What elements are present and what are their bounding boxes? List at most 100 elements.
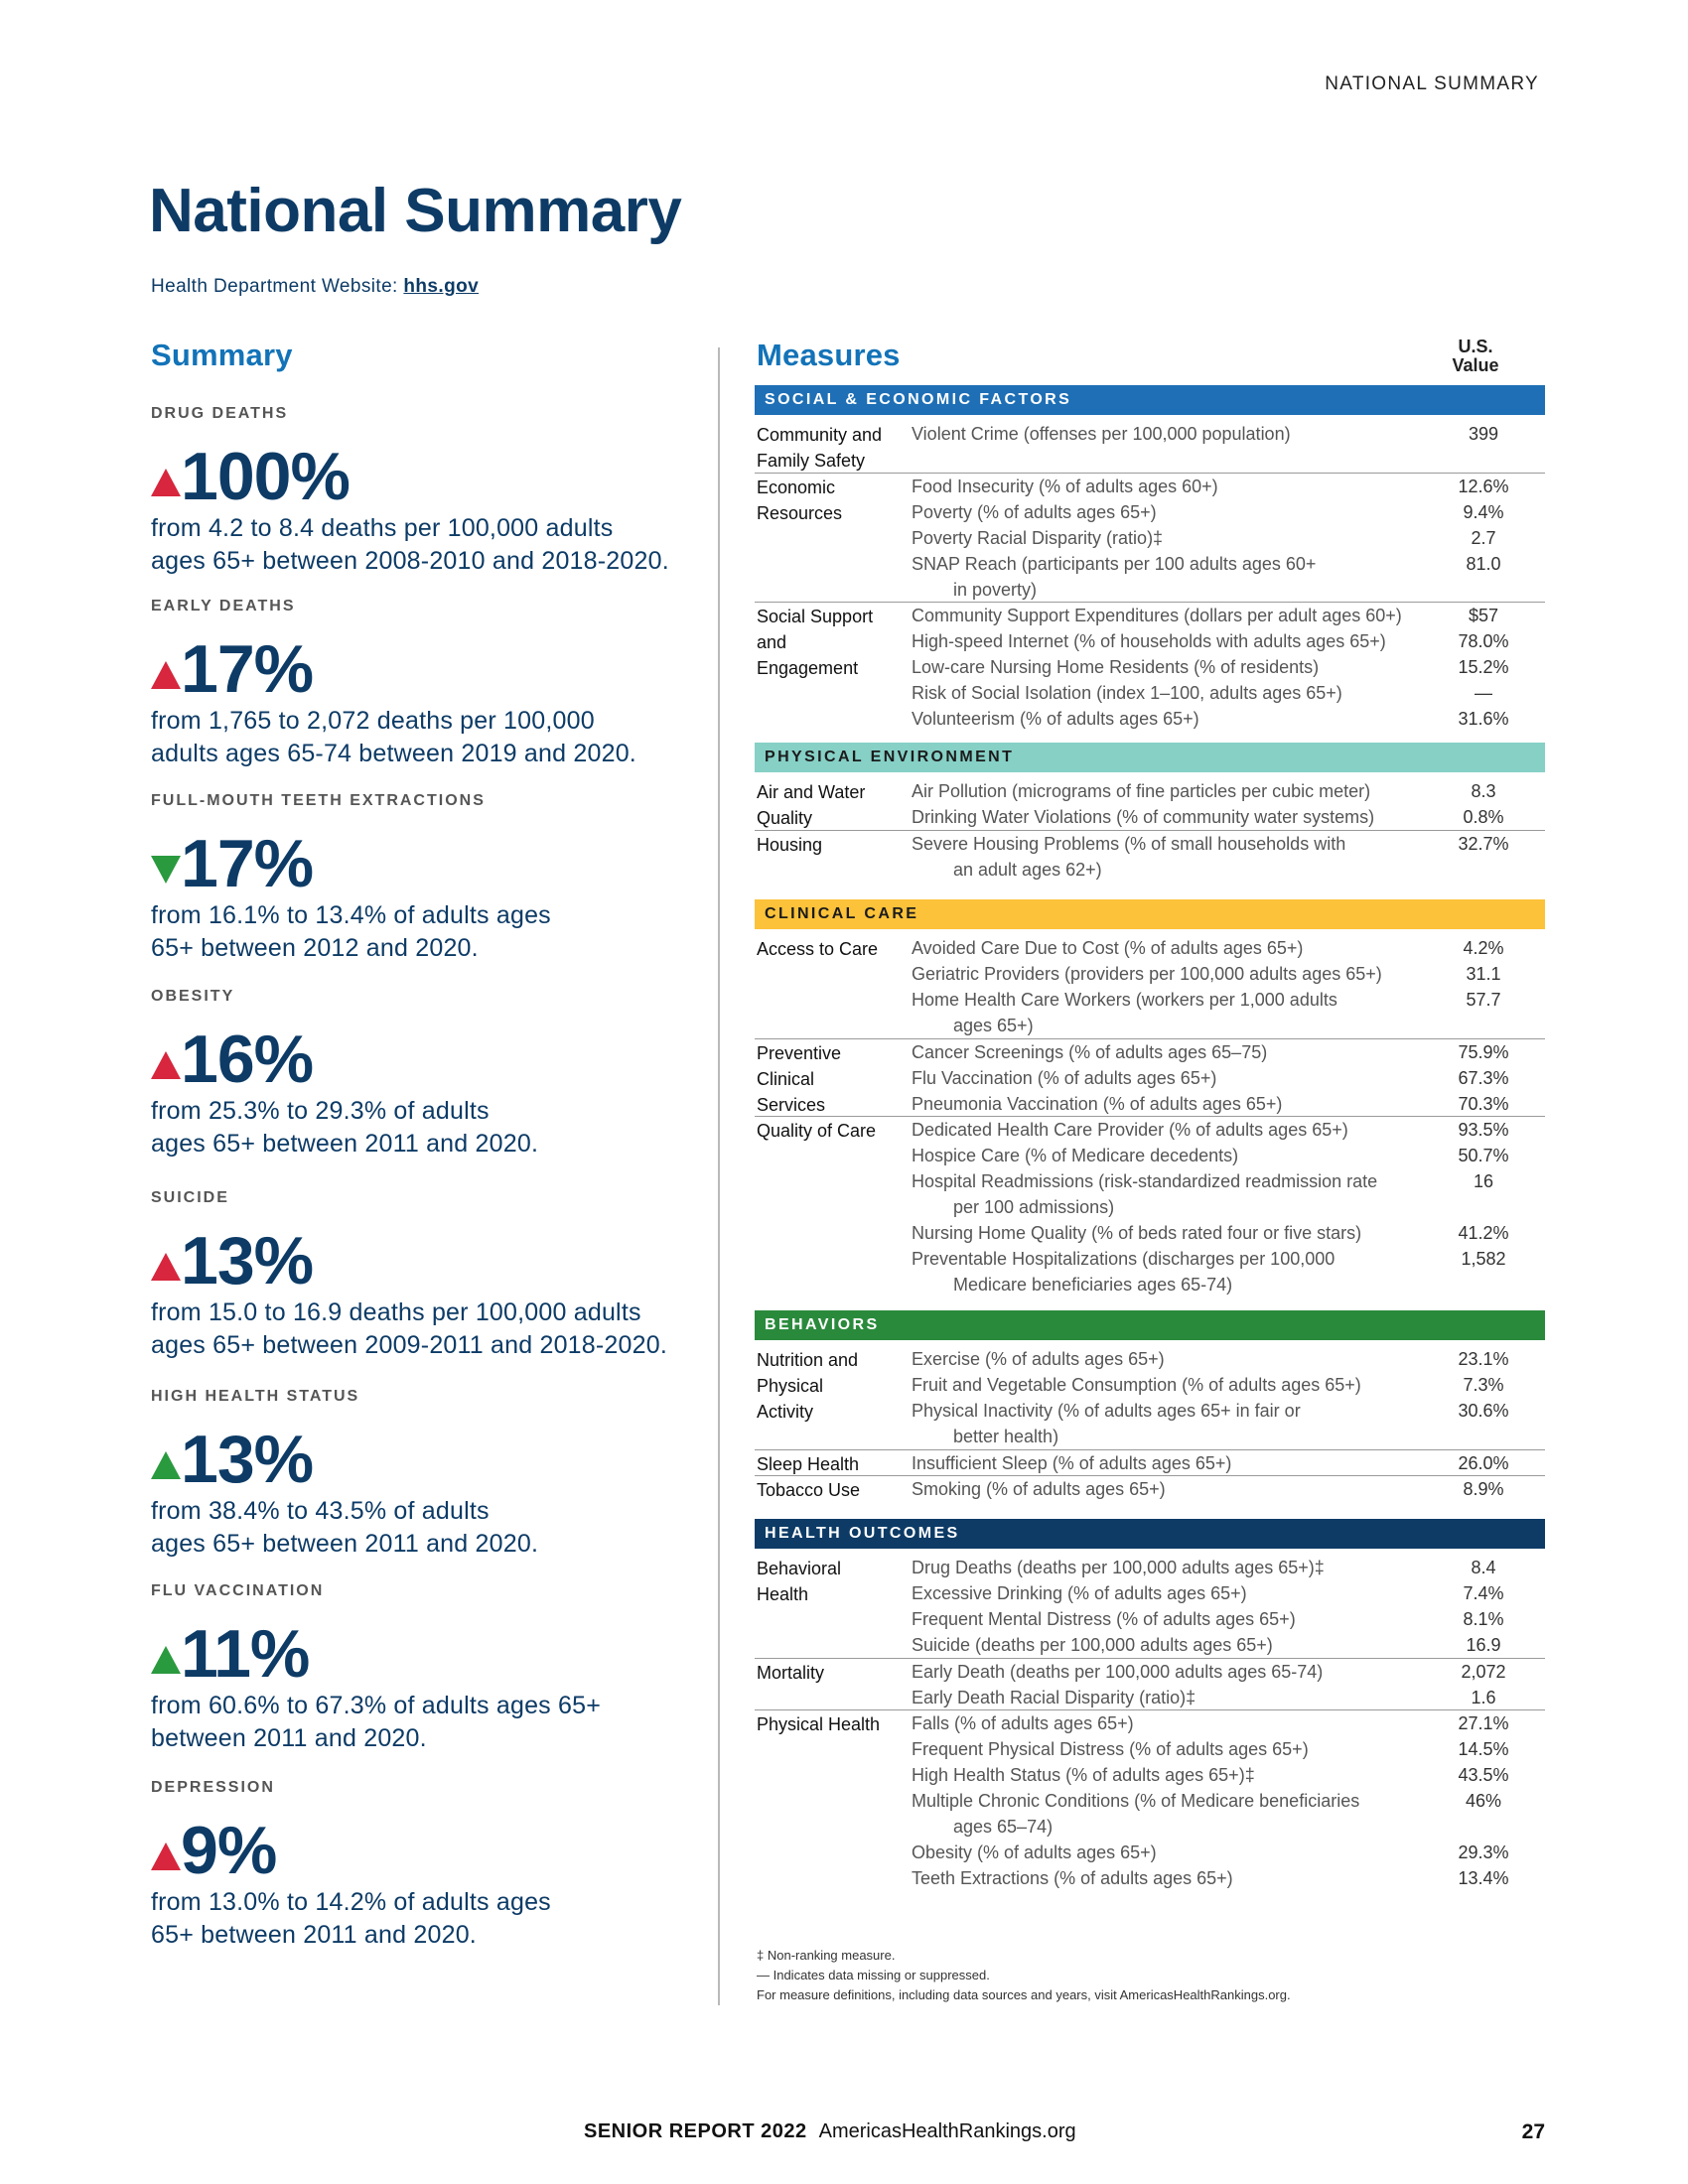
measure-name-line: Cancer Screenings (% of adults ages 65–7… (912, 1042, 1268, 1062)
measure-row: Drug Deaths (deaths per 100,000 adults a… (912, 1555, 1545, 1580)
measure-name: High Health Status (% of adults ages 65+… (912, 1762, 1428, 1788)
measure-name-line: Suicide (deaths per 100,000 adults ages … (912, 1635, 1273, 1655)
measure-name: Poverty Racial Disparity (ratio)‡ (912, 525, 1428, 551)
measure-name-line: Hospice Care (% of Medicare decedents) (912, 1146, 1239, 1165)
measure-row: Pneumonia Vaccination (% of adults ages … (912, 1091, 1545, 1117)
measure-name-line: Early Death Racial Disparity (ratio)‡ (912, 1688, 1196, 1707)
measure-name-line: Excessive Drinking (% of adults ages 65+… (912, 1583, 1247, 1603)
measure-name-line: Fruit and Vegetable Consumption (% of ad… (912, 1375, 1361, 1395)
triangle-down-icon (151, 856, 181, 884)
measure-value: 16.9 (1466, 1635, 1501, 1655)
running-head: NATIONAL SUMMARY (1325, 73, 1539, 94)
measure-value: 0.8% (1463, 807, 1504, 827)
column-divider (718, 347, 720, 2005)
measure-value: 9.4% (1463, 502, 1504, 522)
summary-item-label: DRUG DEATHS (151, 405, 289, 422)
measure-value: 41.2% (1458, 1223, 1509, 1243)
measure-row: Multiple Chronic Conditions (% of Medica… (912, 1788, 1545, 1840)
summary-item: FULL-MOUTH TEETH EXTRACTIONS 17% from 16.1… (151, 792, 707, 965)
measure-group: Tobacco Use Smoking (% of adults ages 65+… (755, 1475, 1545, 1502)
us-value-header-line: U.S. (1458, 337, 1493, 356)
website-line: Health Department Website: hhs.gov (151, 276, 479, 298)
summary-column: Summary DRUG DEATHS 100% from 4.2 to 8.4 d… (151, 338, 707, 1949)
measure-value: 26.0% (1458, 1453, 1509, 1473)
measure-group-name: Mortality (757, 1660, 911, 1686)
measure-group-name-line: Quality of Care (757, 1121, 877, 1141)
summary-description: from 25.3% to 29.3% of adults ages 65+ be… (151, 1095, 707, 1160)
summary-description: from 1,765 to 2,072 deaths per 100,000 ad… (151, 705, 707, 770)
summary-item: FLU VACCINATION 11% from 60.6% to 67.3% of… (151, 1582, 707, 1755)
measure-name: Avoided Care Due to Cost (% of adults ag… (912, 935, 1428, 961)
measure-name-line: Risk of Social Isolation (index 1–100, a… (912, 683, 1342, 703)
measure-value: 43.5% (1458, 1765, 1509, 1785)
measure-name-line: Drug Deaths (deaths per 100,000 adults a… (912, 1558, 1325, 1577)
measure-group: Behavioral Health Drug Deaths (deaths per … (755, 1555, 1545, 1658)
measure-value: 1,582 (1461, 1249, 1506, 1269)
measure-group-name: Air and Water Quality (757, 779, 911, 831)
category-header: SOCIAL & ECONOMIC FACTORS (755, 385, 1545, 415)
measure-name: Excessive Drinking (% of adults ages 65+… (912, 1580, 1428, 1606)
measure-group: Air and Water Quality Air Pollution (micro… (755, 778, 1545, 830)
measure-group-name-line: Mortality (757, 1663, 825, 1683)
measure-row: Exercise (% of adults ages 65+) 23.1% (912, 1346, 1545, 1372)
measure-value: 32.7% (1458, 834, 1509, 854)
measure-value: 8.1% (1463, 1609, 1504, 1629)
measure-name-line: Hospital Readmissions (risk-standardized… (912, 1171, 1378, 1191)
summary-change-row: 100% (151, 433, 707, 510)
triangle-up-icon (151, 1843, 181, 1870)
measure-rows: Severe Housing Problems (% of small hous… (912, 831, 1545, 883)
measure-value: 67.3% (1458, 1068, 1509, 1088)
summary-change-row: 17% (151, 820, 707, 897)
measure-name: Pneumonia Vaccination (% of adults ages … (912, 1091, 1428, 1117)
measure-value: 8.4 (1471, 1558, 1496, 1577)
measure-name: Volunteerism (% of adults ages 65+) (912, 706, 1428, 732)
summary-description-line: from 60.6% to 67.3% of adults ages 65+ (151, 1692, 602, 1719)
measure-value: 4.2% (1463, 938, 1504, 958)
footer-report-title: SENIOR REPORT 2022 (584, 2120, 807, 2142)
measure-row: Preventable Hospitalizations (discharges… (912, 1246, 1545, 1297)
summary-description-line: between 2011 and 2020. (151, 1724, 427, 1752)
footer-site: AmericasHealthRankings.org (818, 2120, 1076, 2142)
measure-name: Smoking (% of adults ages 65+) (912, 1476, 1428, 1502)
measure-group-name: Preventive Clinical Services (757, 1040, 911, 1118)
measure-row: Nursing Home Quality (% of beds rated fo… (912, 1220, 1545, 1246)
website-label: Health Department Website: (151, 276, 398, 297)
category-header: HEALTH OUTCOMES (755, 1519, 1545, 1549)
measure-row: Drinking Water Violations (% of communit… (912, 804, 1545, 830)
summary-description-line: from 1,765 to 2,072 deaths per 100,000 (151, 707, 595, 735)
measure-group: Physical Health Falls (% of adults ages 6… (755, 1709, 1545, 1891)
measure-name-line: Poverty Racial Disparity (ratio)‡ (912, 528, 1164, 548)
summary-change-percent: 17% (181, 826, 314, 901)
measure-group-name-line: Air and Water (757, 782, 866, 802)
measure-rows: Food Insecurity (% of adults ages 60+) 12… (912, 474, 1545, 603)
measure-value: 29.3% (1458, 1843, 1509, 1862)
measure-group-name: Behavioral Health (757, 1556, 911, 1607)
measure-row: Avoided Care Due to Cost (% of adults ag… (912, 935, 1545, 961)
measure-row: Excessive Drinking (% of adults ages 65+… (912, 1580, 1545, 1606)
website-link[interactable]: hhs.gov (403, 276, 480, 297)
summary-item-label: EARLY DEATHS (151, 598, 296, 614)
measure-value: 2,072 (1461, 1662, 1506, 1682)
summary-description-line: ages 65+ between 2008-2010 and 2018-2020… (151, 547, 669, 575)
us-value-header: U.S. Value (1436, 338, 1515, 375)
measure-name: Low-care Nursing Home Residents (% of re… (912, 654, 1428, 680)
measure-name: Drinking Water Violations (% of communit… (912, 804, 1428, 830)
triangle-up-icon (151, 661, 181, 689)
measure-rows: Exercise (% of adults ages 65+) 23.1% Frui… (912, 1346, 1545, 1449)
summary-description-line: from 16.1% to 13.4% of adults ages (151, 901, 551, 929)
measure-value: 57.7 (1466, 990, 1501, 1010)
measure-group-name-line: Services (757, 1095, 826, 1115)
measure-value: $57 (1468, 606, 1499, 625)
footnote-missing: — Indicates data missing or suppressed. (757, 1968, 990, 1982)
measure-row: Poverty Racial Disparity (ratio)‡ 2.7 (912, 525, 1545, 551)
measure-group-name: Economic Resources (757, 475, 911, 526)
measure-row: Home Health Care Workers (workers per 1,… (912, 987, 1545, 1038)
measure-name: SNAP Reach (participants per 100 adults … (912, 551, 1428, 603)
category-header: PHYSICAL ENVIRONMENT (755, 743, 1545, 772)
summary-item: HIGH HEALTH STATUS 13% from 38.4% to 43.5%… (151, 1388, 707, 1561)
measure-name-line: Teeth Extractions (% of adults ages 65+) (912, 1868, 1233, 1888)
measure-value: 46% (1465, 1791, 1502, 1811)
measure-value: 7.3% (1463, 1375, 1504, 1395)
measure-value: 8.3 (1471, 781, 1496, 801)
measure-name-line: Air Pollution (micrograms of fine partic… (912, 781, 1371, 801)
